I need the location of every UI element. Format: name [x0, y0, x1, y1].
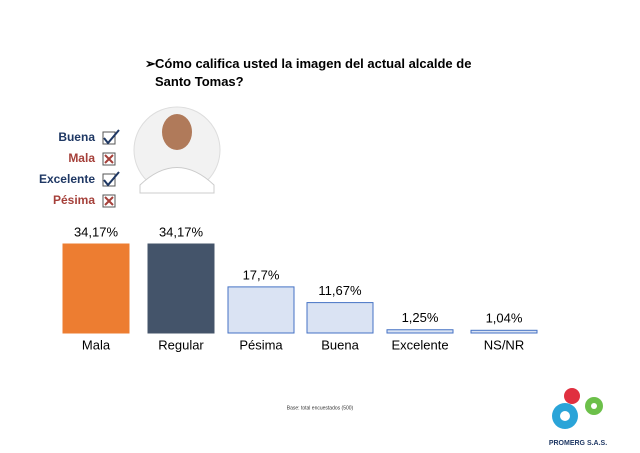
- title: ➢ Cómo califica usted la imagen del actua…: [145, 55, 475, 91]
- category-label: Excelente: [391, 337, 448, 352]
- value-label: 1,25%: [402, 310, 439, 325]
- photo-face: [162, 114, 192, 150]
- value-label: 11,67%: [318, 283, 362, 298]
- checklist-label: Buena: [58, 130, 95, 144]
- title-text: Cómo califica usted la imagen del actual…: [155, 56, 472, 89]
- photo-body: [139, 167, 215, 194]
- category-label: Buena: [321, 337, 359, 352]
- category-label: Regular: [158, 337, 204, 352]
- checkbox: [102, 173, 116, 187]
- category-label: Pésima: [239, 337, 283, 352]
- cross-mark: [104, 196, 114, 206]
- bar: [227, 286, 295, 334]
- bar: [386, 329, 454, 334]
- value-label: 1,04%: [486, 311, 523, 326]
- checkbox: [102, 152, 116, 166]
- logo-text: PROMERG S.A.S.: [549, 440, 607, 447]
- value-label: 34,17%: [159, 224, 204, 239]
- check-mark: [103, 129, 120, 145]
- check-mark: [103, 171, 120, 187]
- value-label: 17,7%: [243, 267, 280, 282]
- bar: [62, 243, 130, 334]
- category-label: NS/NR: [484, 337, 524, 352]
- logo: [552, 388, 603, 429]
- bar: [306, 302, 374, 334]
- checkbox: [102, 131, 116, 145]
- checklist-label: Pésima: [53, 193, 95, 207]
- bar: [470, 329, 538, 334]
- category-label: Mala: [82, 337, 111, 352]
- footnote: Base: total encuestados (500): [287, 405, 354, 411]
- value-label: 34,17%: [74, 224, 119, 239]
- checkbox: [102, 194, 116, 208]
- bar: [147, 243, 215, 334]
- checklist-label: Excelente: [39, 172, 95, 186]
- checklist-label: Mala: [68, 151, 95, 165]
- cross-mark: [104, 154, 114, 164]
